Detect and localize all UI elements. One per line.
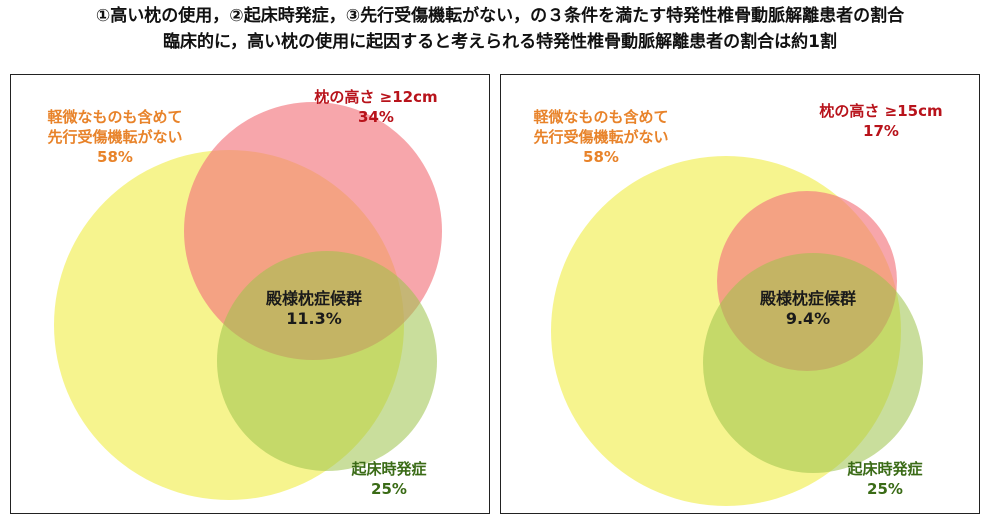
header-line-2: 臨床的に，高い枕の使用に起因すると考えられる特発性椎骨動脈解離患者の割合は約1割	[163, 32, 837, 52]
label-pillow-line1: 枕の高さ ≥15cm	[819, 102, 943, 120]
label-wake-value: 25%	[371, 480, 407, 498]
label-no-trauma-line2: 先行受傷機転がない	[533, 128, 669, 146]
label-no-trauma-value: 58%	[97, 148, 133, 166]
label-pillow-height: 枕の高さ ≥12cm 34%	[291, 87, 461, 127]
label-pillow-line1: 枕の高さ ≥12cm	[314, 88, 438, 106]
label-wake-line1: 起床時発症	[847, 460, 923, 478]
label-syndrome: 殿様枕症候群 11.3%	[244, 289, 384, 329]
label-syndrome-value: 11.3%	[286, 309, 342, 328]
label-syndrome-line1: 殿様枕症候群	[759, 289, 856, 308]
label-no-trauma: 軽微なものも含めて 先行受傷機転がない 58%	[15, 107, 215, 167]
venn-diagram-12cm	[54, 102, 442, 500]
label-syndrome-line1: 殿様枕症候群	[265, 289, 362, 308]
label-wake-onset: 起床時発症 25%	[825, 459, 945, 499]
label-no-trauma-value: 58%	[583, 148, 619, 166]
label-wake-onset: 起床時発症 25%	[329, 459, 449, 499]
label-wake-line1: 起床時発症	[351, 460, 427, 478]
venn-panel-15cm: 軽微なものも含めて 先行受傷機転がない 58% 枕の高さ ≥15cm 17% 殿…	[500, 74, 980, 514]
label-syndrome-value: 9.4%	[785, 309, 831, 328]
label-wake-value: 25%	[867, 480, 903, 498]
circle-wake-onset	[703, 253, 923, 473]
label-no-trauma-line2: 先行受傷機転がない	[47, 128, 183, 146]
label-pillow-value: 17%	[863, 122, 899, 140]
header-line-1: ①高い枕の使用，②起床時発症，③先行受傷機転がない，の３条件を満たす特発性椎骨動…	[95, 6, 905, 26]
label-no-trauma: 軽微なものも含めて 先行受傷機転がない 58%	[501, 107, 701, 167]
label-no-trauma-line1: 軽微なものも含めて	[533, 108, 669, 126]
label-pillow-height: 枕の高さ ≥15cm 17%	[796, 101, 966, 141]
label-no-trauma-line1: 軽微なものも含めて	[47, 108, 183, 126]
venn-panel-12cm: 軽微なものも含めて 先行受傷機転がない 58% 枕の高さ ≥12cm 34% 殿…	[10, 74, 490, 514]
label-pillow-value: 34%	[358, 108, 394, 126]
venn-diagram-15cm	[551, 156, 923, 506]
circle-wake-onset	[217, 251, 437, 471]
label-syndrome: 殿様枕症候群 9.4%	[733, 289, 883, 329]
